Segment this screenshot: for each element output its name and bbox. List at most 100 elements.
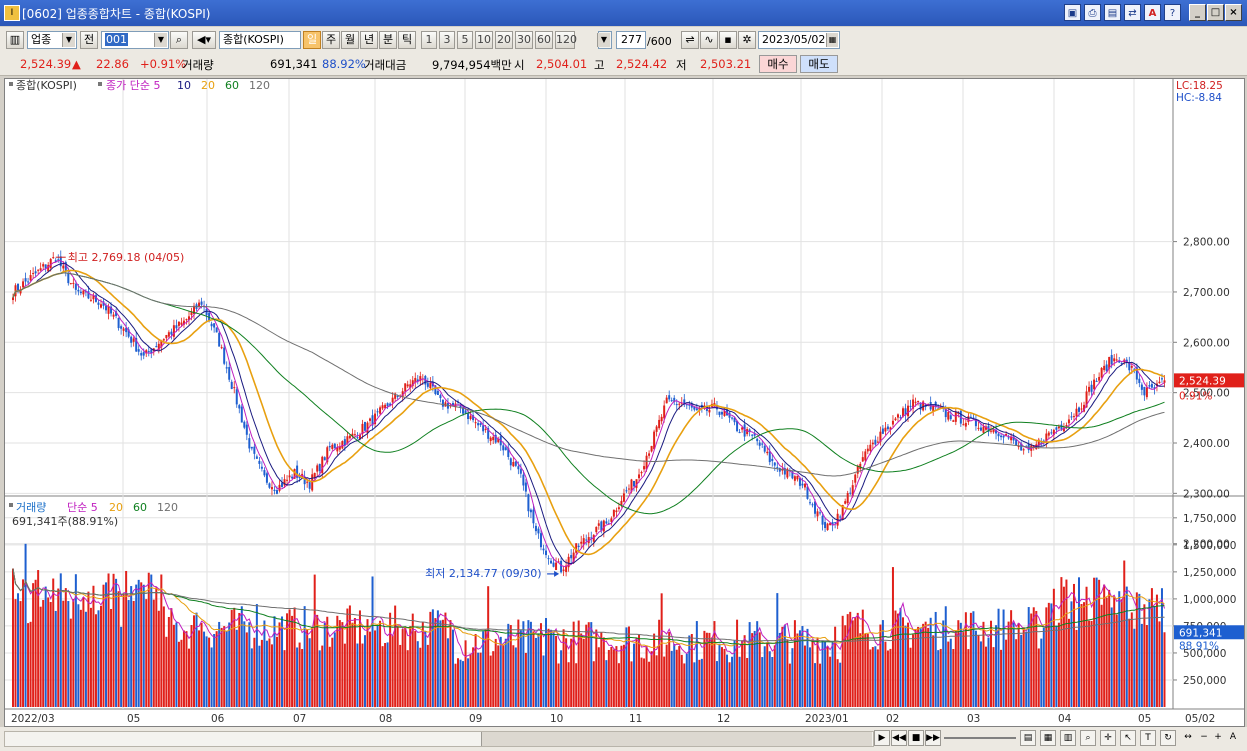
date-input[interactable]: 2023/05/02 ▦ <box>758 31 840 49</box>
minute-option-1[interactable]: 3 <box>439 31 455 49</box>
volume-bar <box>969 612 972 707</box>
minute-option-3[interactable]: 10 <box>475 31 493 49</box>
print-icon[interactable]: ⎙ <box>1084 4 1101 21</box>
candle-body <box>932 405 935 412</box>
crosshair-icon[interactable]: ✛ <box>1100 730 1116 746</box>
minute-dropdown[interactable]: ▼ <box>597 31 612 49</box>
settings-icon[interactable]: ✲ <box>738 31 756 49</box>
grid-icon[interactable]: ▦ <box>1040 730 1056 746</box>
quote-bar: 2,524.39 ▲ 22.86 +0.91% 거래량 691,341 88.9… <box>0 53 1247 76</box>
move-icon[interactable]: ↔ <box>1184 732 1192 742</box>
text-size-icon[interactable]: A <box>1229 732 1237 742</box>
screen-icon[interactable]: ▣ <box>1064 4 1081 21</box>
period-tab-0[interactable]: 일 <box>303 31 321 49</box>
text-tool-icon[interactable]: T <box>1140 730 1156 746</box>
zoom-slider[interactable] <box>944 737 1016 739</box>
volume-bar <box>995 625 998 707</box>
volume-bar <box>1010 610 1013 707</box>
pdf-icon[interactable]: A <box>1144 4 1161 21</box>
minute-option-6[interactable]: 60 <box>535 31 553 49</box>
volume-bar <box>590 622 593 707</box>
volume-bar <box>1083 602 1086 707</box>
candle-body <box>658 419 661 429</box>
volume-bar <box>472 647 475 707</box>
chart-config-icon[interactable]: ▥ <box>6 31 24 49</box>
price-ma-line-20 <box>12 269 1165 556</box>
volume-bar <box>441 619 444 707</box>
zoom-out-icon[interactable]: − <box>1200 732 1208 742</box>
magnify-icon[interactable]: ⌕ <box>1080 730 1096 746</box>
chevron-down-icon: ▼ <box>597 33 610 47</box>
help-icon[interactable]: ? <box>1164 4 1181 21</box>
swap-icon[interactable]: ⇌ <box>681 31 699 49</box>
period-tab-5[interactable]: 틱 <box>398 31 416 49</box>
minute-option-5[interactable]: 30 <box>515 31 533 49</box>
candle-body <box>57 259 60 261</box>
minute-option-0[interactable]: 1 <box>421 31 437 49</box>
horizontal-scrollbar[interactable] <box>4 731 874 747</box>
fast-forward-icon[interactable]: ▶▶ <box>925 730 941 746</box>
search-icon[interactable]: ⌕ <box>170 31 188 49</box>
calendar-icon[interactable]: ▦ <box>826 33 838 47</box>
volume-bar <box>814 663 817 707</box>
volume-bar <box>577 620 580 707</box>
volume-bar <box>987 637 990 707</box>
volume-bar <box>874 646 877 707</box>
minute-option-2[interactable]: 5 <box>457 31 473 49</box>
period-tab-2[interactable]: 월 <box>341 31 359 49</box>
chart-frame[interactable]: 2022/03 05 06 07 08 09 10 11 12 2023/01 02 03 04 05 05… <box>4 78 1245 727</box>
count-input[interactable]: 277 <box>616 31 646 49</box>
candle-body <box>1100 367 1103 378</box>
code-input[interactable]: 001 ▼ <box>101 31 169 49</box>
candle-body <box>489 437 492 442</box>
minimize-button[interactable]: _ <box>1189 4 1206 21</box>
scrollbar-thumb[interactable] <box>481 732 872 746</box>
volume-bar <box>338 620 341 707</box>
volume-bar <box>396 626 399 707</box>
market-type-select[interactable]: 업종 ▼ <box>27 31 77 49</box>
minute-option-4[interactable]: 20 <box>495 31 513 49</box>
period-tab-3[interactable]: 년 <box>360 31 378 49</box>
volume-bar <box>77 604 80 707</box>
volume-bar <box>449 620 452 707</box>
maximize-button[interactable]: □ <box>1207 4 1224 21</box>
refresh-icon[interactable]: ↻ <box>1160 730 1176 746</box>
link-icon[interactable]: ⇄ <box>1124 4 1141 21</box>
rewind-icon[interactable]: ◀◀ <box>891 730 907 746</box>
volume-bar <box>409 626 412 707</box>
candle-body <box>165 335 168 339</box>
save-icon[interactable]: ▤ <box>1104 4 1121 21</box>
speaker-icon[interactable]: ◀▾ <box>192 31 216 49</box>
candle-body <box>891 420 894 425</box>
bars-icon[interactable]: ▥ <box>1060 730 1076 746</box>
period-tab-4[interactable]: 분 <box>379 31 397 49</box>
candle-body <box>110 306 113 314</box>
low-label: 저 <box>676 58 687 72</box>
volume-bar <box>230 610 233 707</box>
candle-body <box>984 426 987 430</box>
disk-icon[interactable]: ▪ <box>719 31 737 49</box>
candle-body <box>517 466 520 470</box>
line-tool-icon[interactable]: ∿ <box>700 31 718 49</box>
buy-button[interactable]: 매수 <box>759 55 797 73</box>
chart-canvas[interactable]: 2022/03 05 06 07 08 09 10 11 12 2023/01 02 03 04 05 05… <box>5 79 1244 726</box>
layout-icon[interactable]: ▤ <box>1020 730 1036 746</box>
volume-bar <box>793 620 796 707</box>
pointer-icon[interactable]: ↖ <box>1120 730 1136 746</box>
stop-icon[interactable]: ■ <box>908 730 924 746</box>
volume-bar <box>208 637 211 707</box>
y-axis-label: 2,400.00 <box>1183 438 1230 450</box>
candle-body <box>190 311 193 315</box>
candle-body <box>245 424 248 435</box>
sell-button[interactable]: 매도 <box>800 55 838 73</box>
minute-option-7[interactable]: 120 <box>555 31 577 49</box>
play-icon[interactable]: ▶ <box>874 730 890 746</box>
close-button[interactable]: × <box>1225 4 1242 21</box>
candle-body <box>726 409 729 416</box>
zoom-in-icon[interactable]: + <box>1214 732 1222 742</box>
volume-bar <box>54 610 57 707</box>
candle-body <box>1098 376 1101 381</box>
market-prefix-button[interactable]: 전 <box>80 31 98 49</box>
volume-bar <box>622 644 625 707</box>
period-tab-1[interactable]: 주 <box>322 31 340 49</box>
